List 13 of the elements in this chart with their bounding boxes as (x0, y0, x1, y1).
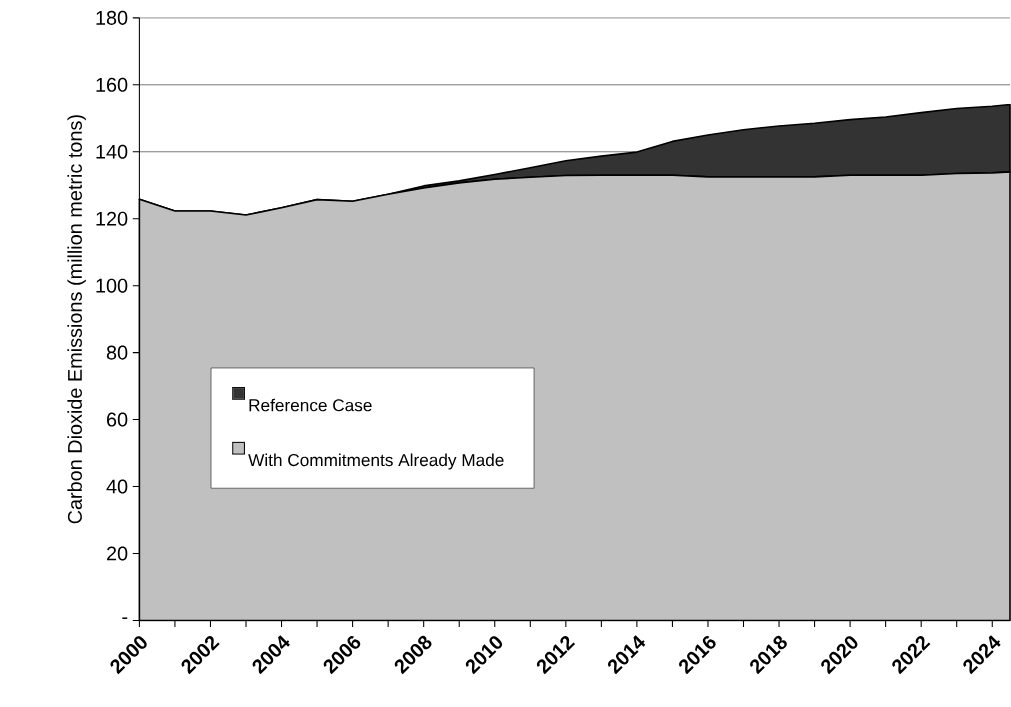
y-tick-label: 120 (96, 211, 128, 226)
series-label: With Commitments Already Made (248, 453, 504, 470)
y-tick-label: 160 (96, 77, 128, 92)
y-tick-label: 60 (107, 412, 128, 427)
y-tick-label: - (122, 617, 128, 620)
y-tick-label: 40 (106, 479, 128, 494)
y-tick-label: 140 (96, 144, 128, 159)
legend-label: Reference Case (249, 398, 372, 412)
y-tick-label: 80 (106, 345, 128, 360)
y-tick-label: 180 (96, 10, 128, 25)
y-tick-label: 20 (107, 546, 128, 561)
y-tick-label: 100 (96, 278, 128, 293)
y-axis-title: Carbon Dioxide Emissions (million metric tons) (67, 115, 86, 524)
